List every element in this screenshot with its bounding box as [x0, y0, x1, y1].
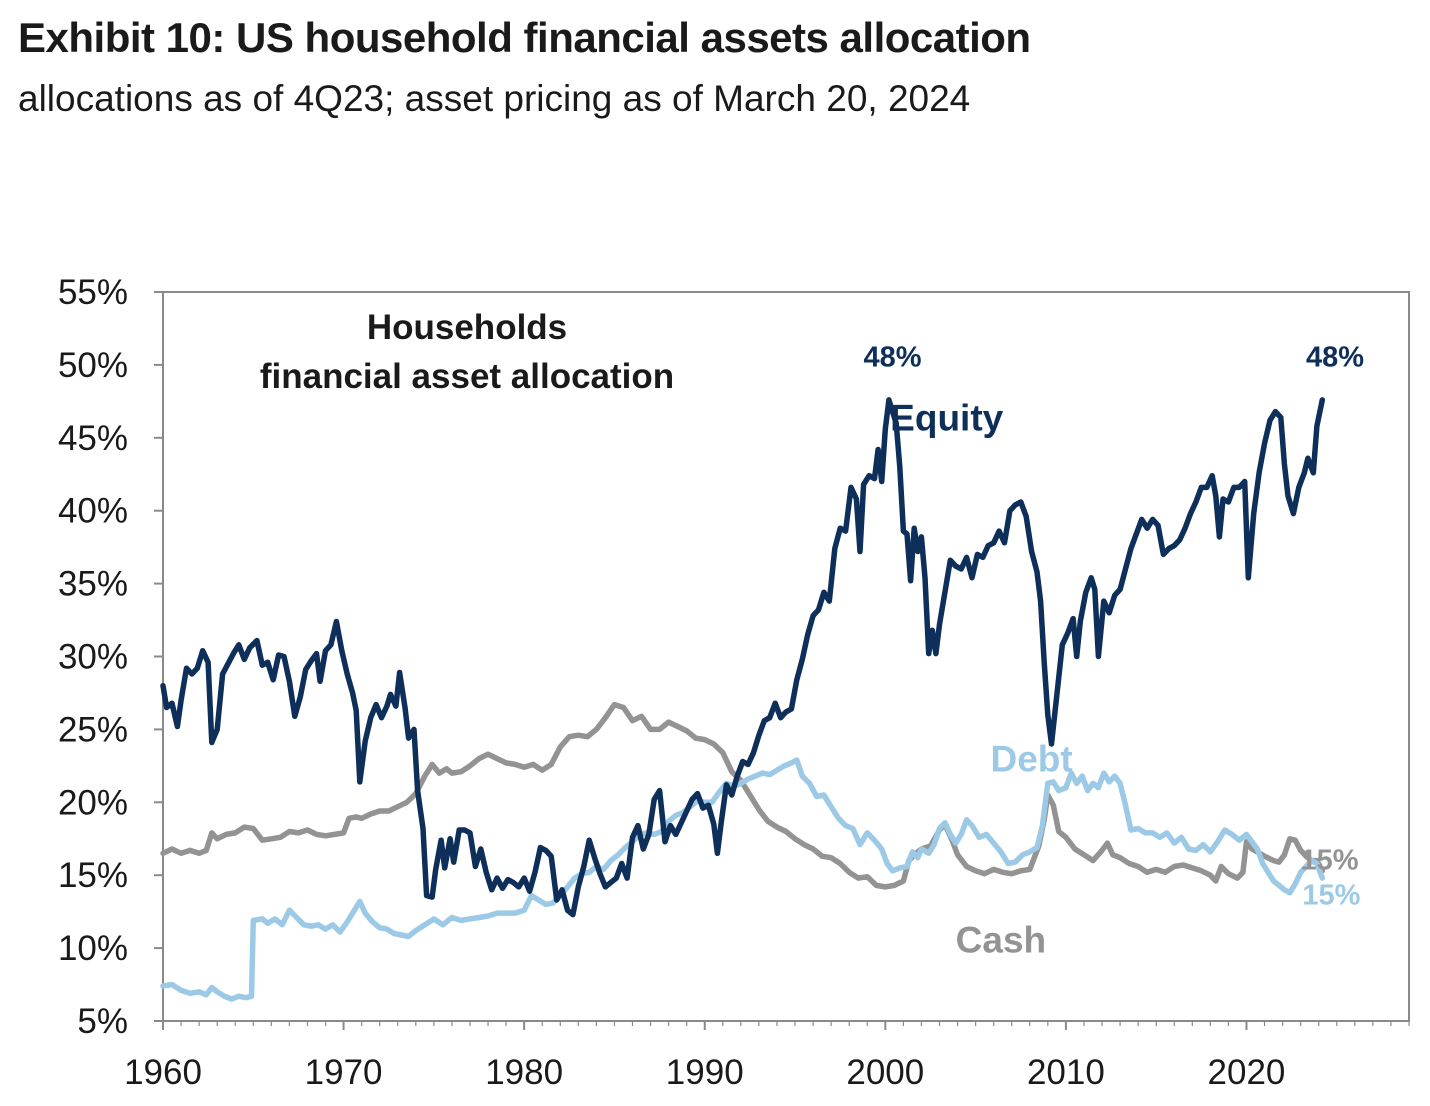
exhibit-title: Exhibit 10: US household financial asset… [18, 14, 1031, 61]
annotation-equity-end: 48% [1306, 341, 1364, 373]
annotation-cash-end: 15% [1301, 844, 1359, 876]
annotation-layer: Equity Debt Cash 48% 48% 15%15% [864, 341, 1365, 960]
x-tick-label: 1970 [305, 1053, 383, 1092]
y-tick-label: 10% [58, 929, 128, 968]
annotation-debt-end: 15% [1302, 879, 1360, 911]
annotation-equity-peak-2000: 48% [864, 341, 922, 373]
y-tick-label: 20% [58, 783, 128, 822]
y-tick-label: 40% [58, 492, 128, 531]
annotation-equity-label: Equity [890, 398, 1003, 439]
x-tick-label: 1960 [124, 1053, 202, 1092]
y-tick-label: 5% [77, 1002, 128, 1041]
y-tick-label: 30% [58, 638, 128, 677]
plot-frame [162, 291, 1410, 1022]
series-line-cash [160, 701, 1326, 890]
y-tick-label: 55% [58, 273, 128, 312]
y-tick-label: 50% [58, 346, 128, 385]
inner-title-line-1: Households [367, 308, 567, 347]
x-tick-label: 1990 [666, 1053, 744, 1092]
annotation-debt-label: Debt [990, 739, 1072, 780]
x-axis: 1960 1970 1980 1990 2000 2010 2020 [124, 1021, 1410, 1092]
y-axis: 5% 10% 15% 20% 25% 30% 35% 40% 45% 50% 55% [58, 273, 163, 1041]
x-tick-label: 2010 [1027, 1053, 1105, 1092]
exhibit-subtitle: allocations as of 4Q23; asset pricing as… [18, 78, 971, 119]
x-tick-label: 2020 [1208, 1053, 1286, 1092]
series-layer [160, 397, 1326, 1002]
y-tick-label: 15% [58, 856, 128, 895]
y-tick-label: 45% [58, 419, 128, 458]
annotation-cash-label: Cash [956, 919, 1046, 960]
x-tick-label: 1980 [485, 1053, 563, 1092]
y-tick-label: 25% [58, 710, 128, 749]
series-line-debt [160, 757, 1326, 1002]
series-line-equity [160, 397, 1326, 918]
y-tick-label: 35% [58, 565, 128, 604]
x-tick-label: 2000 [846, 1053, 924, 1092]
inner-title-line-2: financial asset allocation [260, 357, 674, 396]
